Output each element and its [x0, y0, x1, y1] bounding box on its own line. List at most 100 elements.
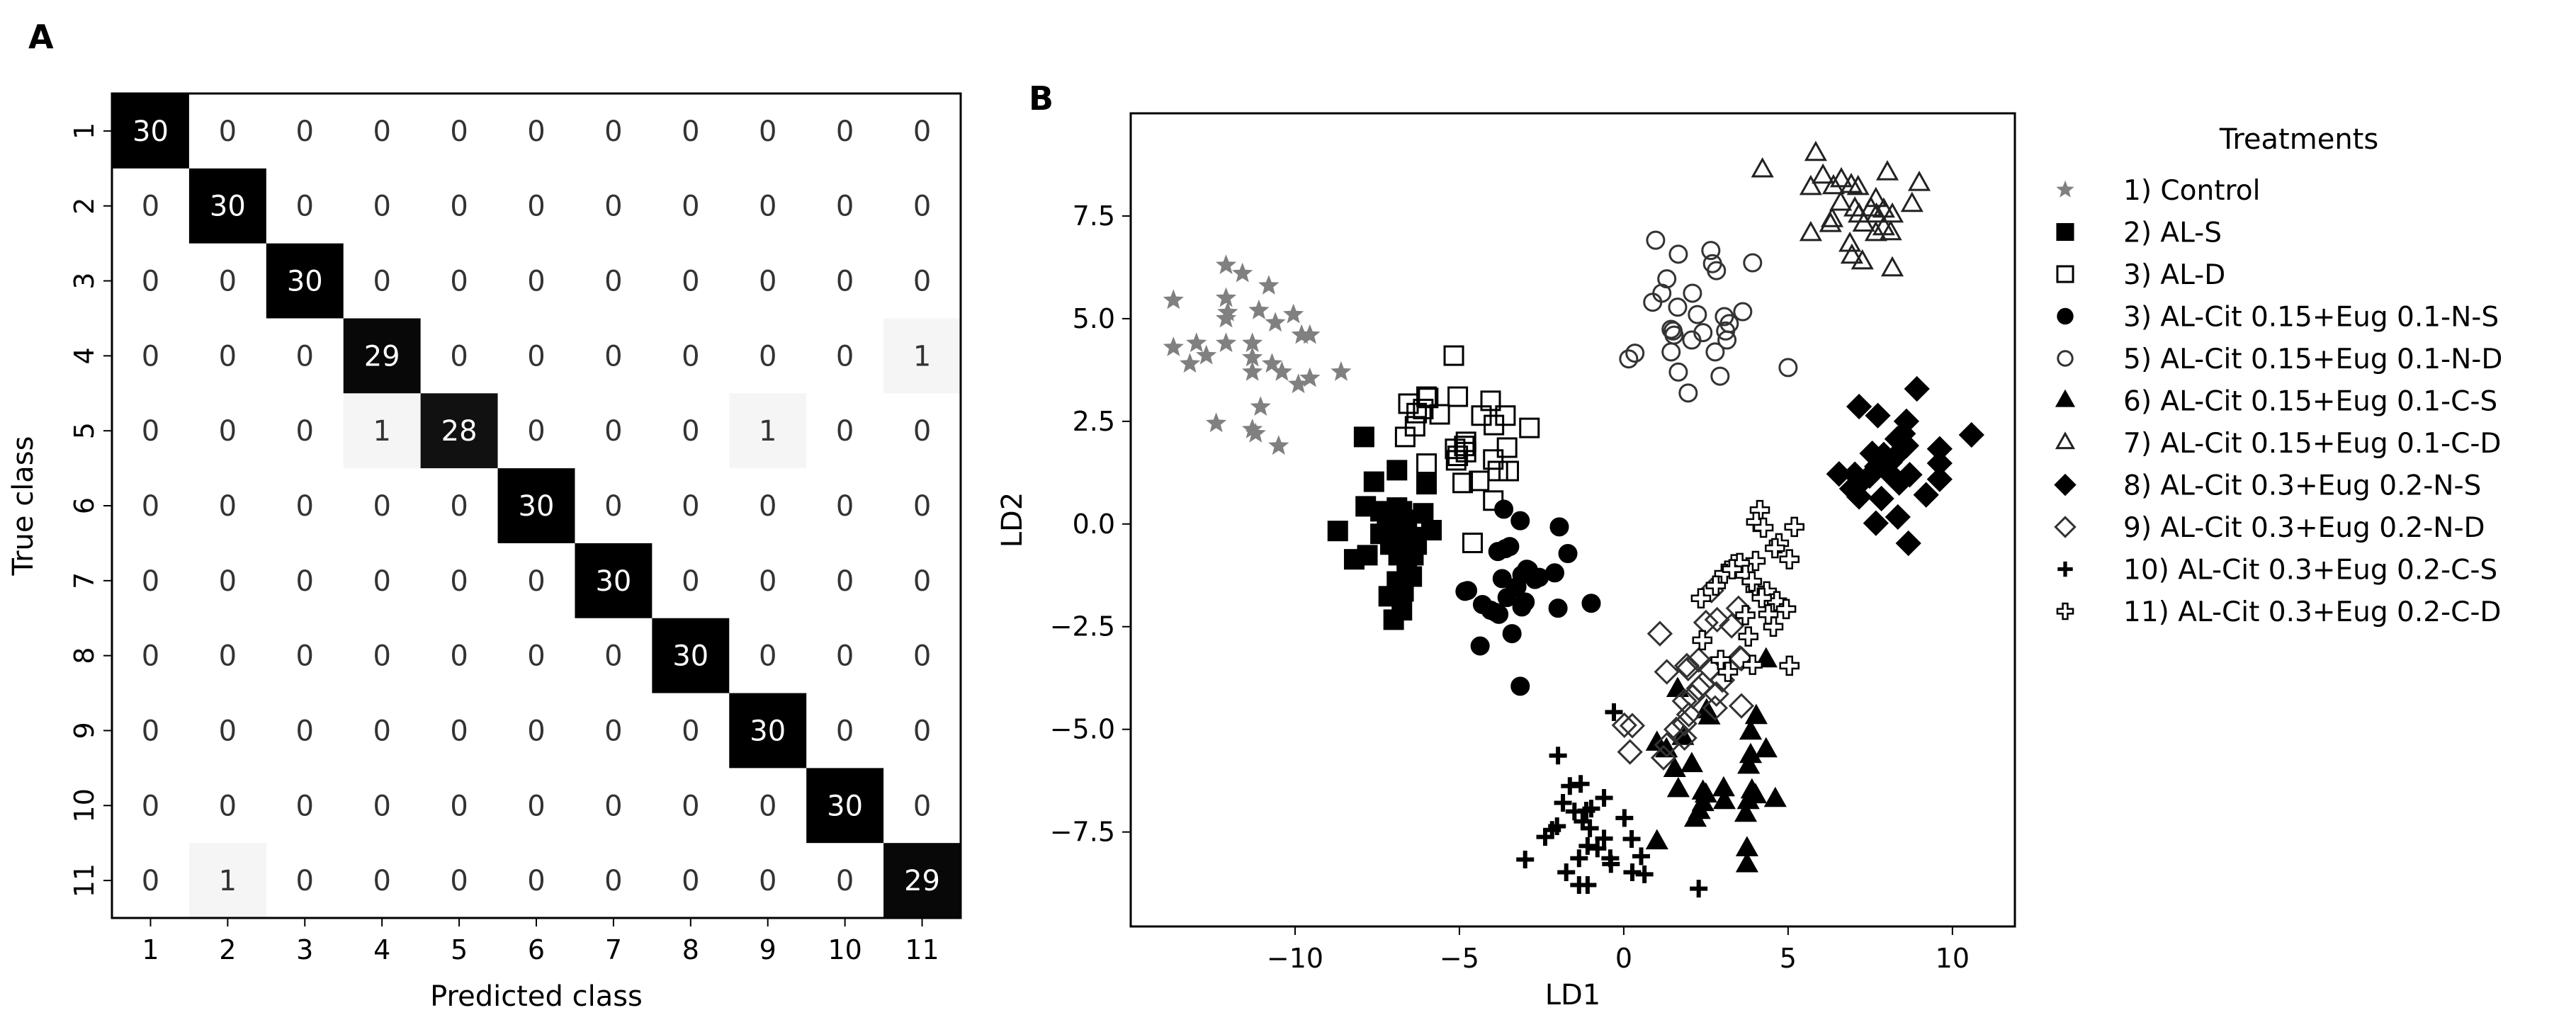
series-group [1394, 345, 1540, 553]
star-marker [1205, 412, 1227, 433]
star-marker [1250, 396, 1271, 416]
matrix-cell-value: 0 [913, 715, 931, 747]
square-marker [1416, 474, 1437, 495]
triangle-marker [2055, 431, 2076, 450]
plus-marker [1622, 830, 1641, 848]
series-group [1619, 230, 1798, 403]
matrix-cell-value: 0 [142, 865, 159, 897]
square-marker [1396, 555, 1418, 576]
square-marker [1496, 437, 1518, 458]
matrix-cell-value: 30 [519, 490, 555, 523]
matrix-cell-value: 1 [759, 415, 776, 448]
square-marker [1327, 521, 1348, 542]
matrix-cell [420, 243, 499, 319]
plus-marker [1565, 803, 1583, 821]
matrix-cell [652, 843, 730, 919]
matrix-cell-value: 0 [219, 415, 237, 448]
open-plus-marker [1692, 630, 1713, 651]
square-marker [1498, 460, 1520, 482]
y-tick-label: 2.5 [1073, 406, 1115, 437]
matrix-cell-value: 0 [142, 715, 159, 747]
matrix-cell-value: 0 [373, 715, 390, 747]
matrix-cell [652, 393, 730, 469]
matrix-cell [188, 768, 267, 844]
matrix-cell [575, 243, 653, 319]
matrix-cell [112, 693, 190, 769]
plus-marker [1554, 793, 1572, 812]
y-axis-ticks: 7.5 5.0 2.5 0.0 −2.5 −5.0 −7.5 [1050, 200, 1131, 848]
matrix-cell-value: 0 [913, 415, 931, 448]
matrix-cell-value: 0 [682, 266, 699, 298]
star-marker [2056, 180, 2074, 198]
triangle-marker [1900, 191, 1923, 212]
matrix-cell-value: 0 [219, 266, 237, 298]
triangle-marker [1754, 737, 1778, 758]
diamond-marker [1904, 375, 1930, 402]
panel-b-label: B [1029, 79, 1053, 118]
matrix-cell [266, 843, 344, 919]
matrix-cell-value: 0 [759, 640, 776, 673]
plus-marker [1549, 747, 1567, 765]
circle-marker [1701, 241, 1721, 261]
matrix-cell-value: 0 [219, 715, 237, 747]
diamond-marker [1847, 470, 1874, 496]
matrix-cell [343, 393, 422, 469]
open-plus-marker [1763, 616, 1784, 637]
y-tick-label: 8 [69, 647, 100, 664]
x-axis-label: LD1 [1545, 979, 1601, 1011]
matrix-cell-value: 0 [142, 191, 159, 223]
y-tick-label: −2.5 [1050, 611, 1115, 642]
legend-item: 5) AL-Cit 0.15+Eug 0.1-N-D [2057, 344, 2502, 375]
star-marker [1196, 344, 1217, 365]
diamond-marker [1675, 655, 1701, 682]
plus-marker [1615, 809, 1634, 827]
x-axis-ticks: 1 2 3 4 5 6 7 8 9 10 11 [142, 918, 939, 965]
confusion-matrix-cells: 30 0 0 0 0 0 0 0 0 0 0 0 30 0 0 0 0 0 0 0 0 0 0 0 30 0 0 0 0 0 0 0 0 0 0 0 2… [112, 93, 961, 919]
square-marker [1406, 534, 1428, 555]
matrix-cell [266, 318, 344, 394]
circle-marker [1707, 261, 1727, 280]
matrix-cell [420, 318, 499, 394]
square-marker [1483, 449, 1504, 470]
open-plus-marker [1775, 599, 1797, 620]
triangle-marker [1846, 174, 1870, 195]
plus-marker [1570, 849, 1588, 868]
open-plus-marker [1758, 604, 1779, 625]
square-marker [1452, 472, 1474, 494]
matrix-cell [188, 618, 267, 694]
legend-item: 8) AL-Cit 0.3+Eug 0.2-N-S [2054, 470, 2481, 502]
matrix-cell [343, 318, 422, 394]
y-axis-label: LD2 [996, 492, 1029, 548]
triangle-marker [1694, 782, 1717, 803]
legend-item-label: 6) AL-Cit 0.15+Eug 0.1-C-S [2123, 386, 2497, 418]
matrix-cell-value: 0 [373, 865, 390, 897]
circle-marker [1716, 321, 1736, 341]
series-group [1516, 703, 1708, 898]
open-plus-marker [1784, 516, 1804, 538]
matrix-cell-value: 0 [759, 790, 776, 822]
matrix-cell-value: 0 [373, 565, 390, 598]
matrix-cell-value: 1 [373, 415, 390, 448]
matrix-cell [652, 243, 730, 319]
triangle-marker [1645, 730, 1668, 751]
x-tick-label: 11 [905, 934, 939, 965]
diamond-marker [1702, 695, 1729, 721]
matrix-cell [806, 168, 884, 244]
star-marker [1163, 336, 1184, 356]
diamond-marker [1619, 713, 1646, 739]
matrix-cell-value: 0 [682, 191, 699, 223]
matrix-cell-value: 0 [450, 191, 468, 223]
star-marker [1271, 361, 1293, 381]
matrix-cell [266, 168, 344, 244]
matrix-cell [497, 243, 575, 319]
matrix-cell [883, 768, 961, 844]
matrix-cell [266, 468, 344, 544]
matrix-cell [188, 243, 267, 319]
matrix-cell-value: 0 [219, 790, 237, 822]
matrix-cell [343, 168, 422, 244]
star-marker [1179, 353, 1201, 373]
matrix-cell-value: 0 [604, 715, 622, 747]
matrix-cell [420, 843, 499, 919]
matrix-cell [806, 393, 884, 469]
matrix-cell [575, 543, 653, 619]
